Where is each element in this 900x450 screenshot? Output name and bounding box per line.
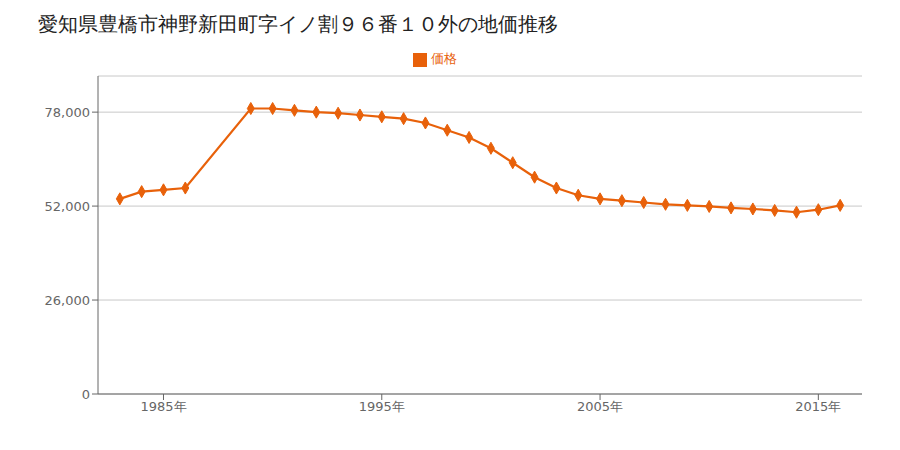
svg-text:0: 0 bbox=[82, 387, 90, 402]
svg-text:1995年: 1995年 bbox=[359, 399, 405, 414]
html-text:価格: 価格 bbox=[431, 51, 457, 66]
svg-text:26,000: 26,000 bbox=[45, 293, 91, 308]
svg-text:52,000: 52,000 bbox=[45, 199, 91, 214]
svg-text:2005年: 2005年 bbox=[577, 399, 623, 414]
html-text:愛知県豊橋市神野新田町字イノ割９６番１０外の地価推移: 愛知県豊橋市神野新田町字イノ割９６番１０外の地価推移 bbox=[38, 12, 558, 36]
svg-text:2015年: 2015年 bbox=[795, 399, 841, 414]
svg-text:1985年: 1985年 bbox=[140, 399, 186, 414]
svg-text:78,000: 78,000 bbox=[45, 105, 91, 120]
